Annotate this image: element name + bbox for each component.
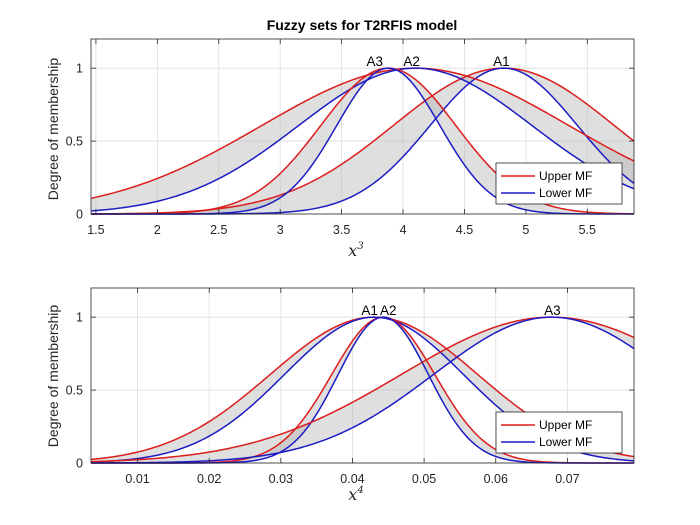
x-tick-label: 2.5 [210, 223, 227, 237]
band-a1 [91, 68, 634, 214]
y-axis-label: Degree of membership [45, 305, 61, 448]
y-tick-labels: 00.51 [66, 62, 83, 222]
x-tick-label: 5.5 [579, 223, 596, 237]
set-label-a1: A1 [493, 54, 510, 69]
x-tick-label: 0.04 [340, 472, 364, 486]
legend-box [495, 162, 623, 205]
set-label-a3: A3 [367, 54, 384, 69]
x-tick-label: 4 [400, 223, 407, 237]
x-axis-label-sup: 3 [357, 241, 363, 252]
x-tick-label: 3 [277, 223, 284, 237]
y-tick-label: 0 [76, 457, 83, 471]
x-tick-label: 4.5 [456, 223, 473, 237]
y-axis-label: Degree of membership [45, 58, 61, 201]
y-tick-label: 0.5 [66, 135, 83, 149]
legend-box [495, 411, 623, 454]
chart-bottom: 0.01 0.02 0.03 0.04 0.05 0.06 0.07 00.51 Degre… [45, 287, 635, 504]
legend-lower-label: Lower MF [539, 435, 592, 449]
x-tick-label: 2 [154, 223, 161, 237]
x-tick-label: 3.5 [333, 223, 350, 237]
upper-mf-a2 [90, 67, 635, 200]
y-tick-labels: 00.51 [66, 311, 83, 471]
x-axis-label: x3 [348, 241, 363, 260]
set-label-a2: A2 [403, 54, 420, 69]
axes-box [90, 38, 635, 215]
axes-box [90, 287, 635, 464]
x-axis-label: x4 [348, 485, 363, 504]
x-axis-label-var: x [348, 241, 357, 260]
lower-mf-a2 [90, 67, 635, 212]
band-a2 [91, 68, 634, 211]
x-tick-label: 1.5 [87, 223, 104, 237]
legend-upper-label: Upper MF [539, 169, 592, 183]
x-tick-label: 5 [522, 223, 529, 237]
x-tick-label: 0.05 [412, 472, 436, 486]
set-labels: A1 A2 A3 [367, 54, 510, 69]
set-label-a1: A1 [361, 303, 378, 318]
x-tick-labels: 1.5 2 2.5 3 3.5 4 4.5 5 5.5 [87, 223, 596, 237]
legend: Upper MF Lower MF [495, 411, 623, 454]
lower-mf-a3 [90, 316, 635, 464]
legend: Upper MF Lower MF [495, 162, 623, 205]
y-tick-label: 1 [76, 311, 83, 325]
ticks [91, 288, 634, 464]
x-tick-label: 0.07 [555, 472, 579, 486]
x-tick-label: 0.01 [125, 472, 149, 486]
legend-lower-label: Lower MF [539, 186, 592, 200]
x-axis-label-var: x [348, 485, 357, 504]
set-label-a2: A2 [380, 303, 397, 318]
legend-upper-label: Upper MF [539, 418, 592, 432]
x-tick-labels: 0.01 0.02 0.03 0.04 0.05 0.06 0.07 [125, 472, 579, 486]
x-axis-label-sup: 4 [356, 485, 363, 496]
y-tick-label: 0.5 [66, 384, 83, 398]
chart-top: Fuzzy sets for T2RFIS model 1.5 2 2.5 3 3.5 4… [45, 17, 635, 260]
x-tick-label: 0.02 [197, 472, 221, 486]
ticks [91, 39, 634, 215]
y-tick-label: 0 [76, 208, 83, 222]
set-label-a3: A3 [544, 303, 561, 318]
x-tick-label: 0.06 [484, 472, 508, 486]
y-tick-label: 1 [76, 62, 83, 76]
x-tick-label: 0.03 [269, 472, 293, 486]
chart-title: Fuzzy sets for T2RFIS model [267, 17, 458, 33]
